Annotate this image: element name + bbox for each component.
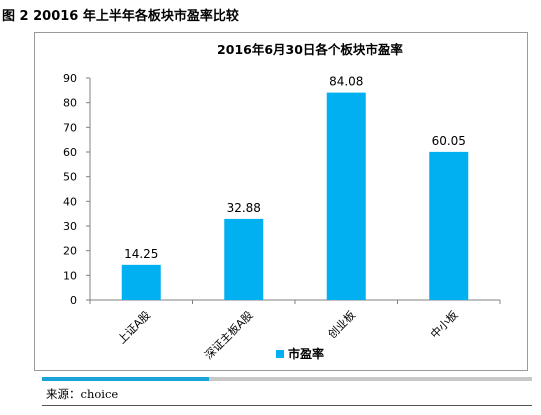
y-tick-label: 90	[63, 72, 77, 85]
x-tick-label: 上证A股	[115, 309, 153, 347]
bar	[121, 264, 161, 300]
y-tick-label: 60	[63, 146, 77, 159]
x-tick-label: 创业板	[325, 308, 358, 341]
progress-fill	[42, 377, 209, 381]
chart-legend: 市盈率	[276, 346, 324, 361]
figure-title: 图 2 20016 年上半年各板块市盈率比较	[2, 9, 239, 24]
y-tick-label: 80	[63, 97, 77, 110]
legend-swatch	[276, 350, 284, 358]
y-tick-label: 30	[63, 220, 77, 233]
data-label: 32.88	[227, 201, 261, 215]
x-tick-label: 中小板	[427, 308, 460, 341]
data-label: 14.25	[124, 247, 158, 261]
legend-label: 市盈率	[288, 346, 324, 361]
x-tick-label: 深证主板A股	[201, 308, 255, 362]
data-label: 84.08	[329, 75, 363, 89]
chart-title: 2016年6月30日各个板块市盈率	[217, 42, 403, 57]
y-tick-label: 40	[63, 195, 77, 208]
source-note: 来源：choice	[46, 387, 119, 401]
progress-track	[42, 377, 532, 381]
data-label: 60.05	[432, 134, 466, 148]
chart-bars: 14.25 32.88 84.08 60.05	[121, 75, 469, 301]
y-tick-label: 70	[63, 121, 77, 134]
y-tick-label: 50	[63, 171, 77, 184]
y-tick-label: 20	[63, 245, 77, 258]
bar	[429, 151, 469, 300]
y-tick-label: 0	[70, 294, 77, 307]
y-tick-label: 10	[63, 269, 77, 282]
source-divider	[42, 405, 532, 406]
bar	[224, 218, 264, 300]
bar	[326, 92, 366, 301]
